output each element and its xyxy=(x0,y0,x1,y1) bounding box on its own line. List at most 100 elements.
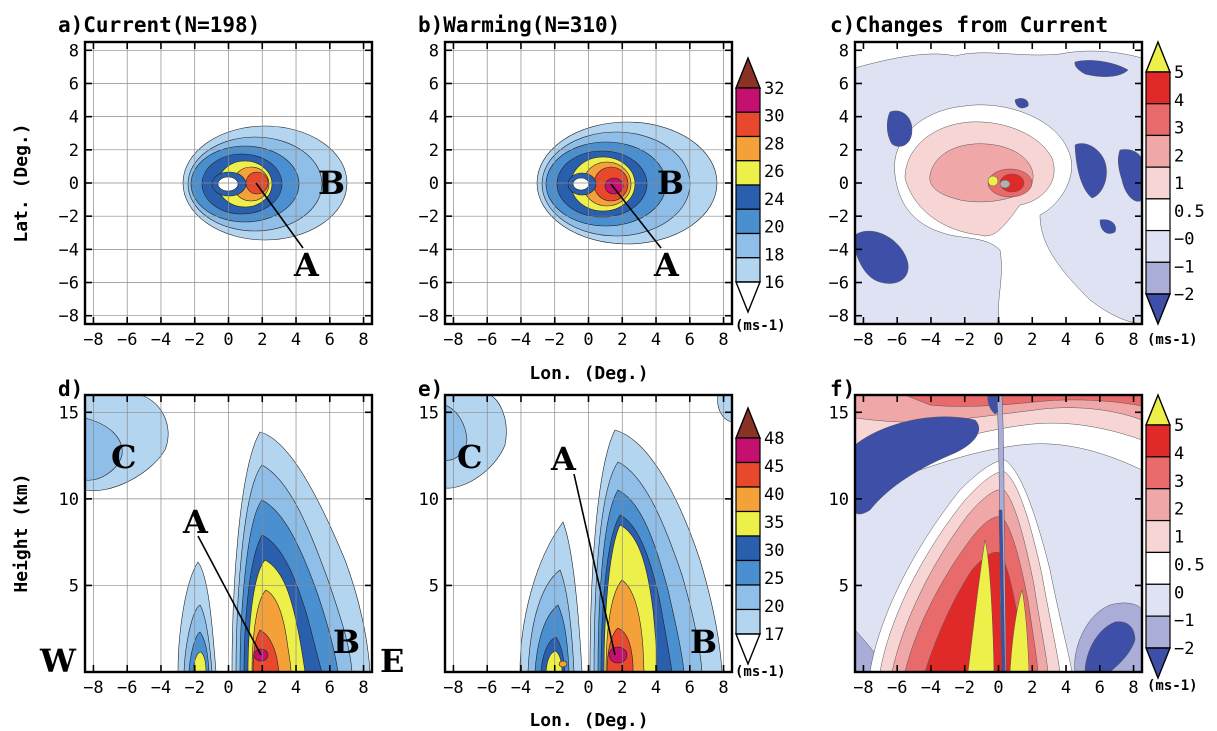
y-tick-label: 10 xyxy=(419,490,439,510)
x-tick-label: 8 xyxy=(718,330,728,350)
colorbar-segment xyxy=(735,535,761,562)
colorbar-segment xyxy=(1145,261,1171,295)
panel-e-title: e) xyxy=(418,377,443,401)
colorbar-bottom-triangle xyxy=(734,633,762,666)
x-tick-label: −2 xyxy=(544,678,564,698)
x-tick-label: 8 xyxy=(1128,678,1138,698)
y-tick-label: 5 xyxy=(429,576,439,596)
colorbar-segment xyxy=(1145,229,1171,263)
annot-line-a-panel-a xyxy=(255,182,304,249)
colorbar-segment xyxy=(1145,134,1171,168)
x-tick-label: −4 xyxy=(511,330,531,350)
y-tick-label: 0 xyxy=(429,174,439,194)
eye xyxy=(217,176,239,192)
xlabel-bottom: Lon. (Deg.) xyxy=(529,710,648,731)
y-tick-label: −8 xyxy=(829,307,849,327)
y-tick-label: −4 xyxy=(419,240,439,260)
colorbar-label: 1 xyxy=(1174,174,1184,194)
colorbar-label: 3 xyxy=(1174,472,1184,492)
colorbar-label: 4 xyxy=(1174,91,1184,111)
colorbar-label: −2 xyxy=(1174,639,1194,659)
y-tick-label: 10 xyxy=(59,490,79,510)
y-tick-label: −8 xyxy=(419,307,439,327)
annot-a-panel-a: A xyxy=(293,246,320,284)
x-tick-label: 4 xyxy=(291,678,301,698)
x-tick-label: 2 xyxy=(257,678,267,698)
colorbar-label: 4 xyxy=(1174,444,1184,464)
colorbar-segment xyxy=(735,257,761,283)
colorbar-segment xyxy=(735,437,761,464)
colorbar-label: −1 xyxy=(1174,257,1194,277)
diff-negative-patch-3 xyxy=(1074,143,1107,199)
colorbar-segment xyxy=(735,160,761,186)
x-tick-label: −8 xyxy=(443,678,463,698)
colorbar-label: 48 xyxy=(764,429,784,449)
x-tick-label: 8 xyxy=(358,678,368,698)
x-tick-label: 0 xyxy=(223,678,233,698)
colorbar-segment xyxy=(735,608,761,635)
x-tick-label: 0 xyxy=(223,330,233,350)
y-tick-label: −2 xyxy=(419,207,439,227)
x-tick-label: −4 xyxy=(921,330,941,350)
eye xyxy=(572,177,590,191)
inner-tower-5 xyxy=(545,650,563,672)
x-tick-label: 8 xyxy=(718,678,728,698)
y-tick-label: −4 xyxy=(59,240,79,260)
x-tick-label: 6 xyxy=(1095,330,1105,350)
x-tick-label: −8 xyxy=(853,330,873,350)
colorbar-top-triangle xyxy=(1144,40,1172,73)
colorbar-segment xyxy=(1145,488,1171,522)
x-tick-label: 8 xyxy=(358,330,368,350)
y-tick-label: −6 xyxy=(59,274,79,294)
y-tick-label: 6 xyxy=(839,74,849,94)
annot-line-a-panel-e xyxy=(573,473,616,656)
x-tick-label: −6 xyxy=(477,678,497,698)
x-tick-label: 8 xyxy=(1128,330,1138,350)
diff-negative-right-dark xyxy=(1084,621,1136,672)
colorbar-label: 0.5 xyxy=(1174,555,1205,575)
colorbars: 3230282624201816543210.5−0−1−24845403530… xyxy=(734,40,1205,680)
colorbar-label: 20 xyxy=(764,218,784,238)
wind-contour-32 xyxy=(604,177,624,195)
y-tick-label: 2 xyxy=(839,141,849,161)
colorbar-segment xyxy=(735,559,761,586)
x-tick-label: 6 xyxy=(1095,678,1105,698)
x-tick-label: −6 xyxy=(887,330,907,350)
y-tick-label: 0 xyxy=(69,174,79,194)
colorbar-label: 28 xyxy=(764,134,784,154)
annot-line-a-panel-d xyxy=(197,535,262,656)
x-tick-label: −8 xyxy=(83,330,103,350)
y-tick-label: 2 xyxy=(69,141,79,161)
y-tick-label: 2 xyxy=(429,141,439,161)
colorbar-bottom-triangle xyxy=(1144,293,1172,326)
y-tick-label: 10 xyxy=(829,490,849,510)
x-tick-label: 2 xyxy=(1027,678,1037,698)
y-tick-label: 8 xyxy=(839,41,849,61)
annot-line-a-panel-b xyxy=(610,183,662,249)
colorbar-segment xyxy=(735,135,761,162)
y-tick-label: −6 xyxy=(419,274,439,294)
colorbar-diff-bottom: 5 4 3 2 1 0.5 0 −1 −2 xyxy=(1144,393,1205,680)
y-tick-label: 6 xyxy=(69,74,79,94)
y-tick-label: 8 xyxy=(69,41,79,61)
x-tick-label: 2 xyxy=(617,330,627,350)
diff-negative-patch-2 xyxy=(855,230,909,284)
colorbar-label: 1 xyxy=(1174,528,1184,548)
units-top-b: (ms-1) xyxy=(735,318,786,334)
x-tick-label: 4 xyxy=(1061,330,1071,350)
colorbar-label: 0.5 xyxy=(1174,202,1205,222)
xlabel-top: Lon. (Deg.) xyxy=(529,363,648,384)
colorbar-label: −1 xyxy=(1174,611,1194,631)
x-tick-label: −8 xyxy=(443,330,463,350)
grid-lines xyxy=(85,42,732,672)
colorbar-label: 30 xyxy=(764,107,784,127)
annot-b-panel-d: B xyxy=(333,623,360,661)
colorbar-label: 5 xyxy=(1174,63,1184,83)
x-tick-label: 0 xyxy=(993,678,1003,698)
colorbar-segment xyxy=(735,111,761,138)
x-tick-label: −6 xyxy=(117,330,137,350)
colorbar-segment xyxy=(735,486,761,513)
colorbar-segment xyxy=(735,184,761,210)
inner-tower-6 xyxy=(558,660,568,668)
